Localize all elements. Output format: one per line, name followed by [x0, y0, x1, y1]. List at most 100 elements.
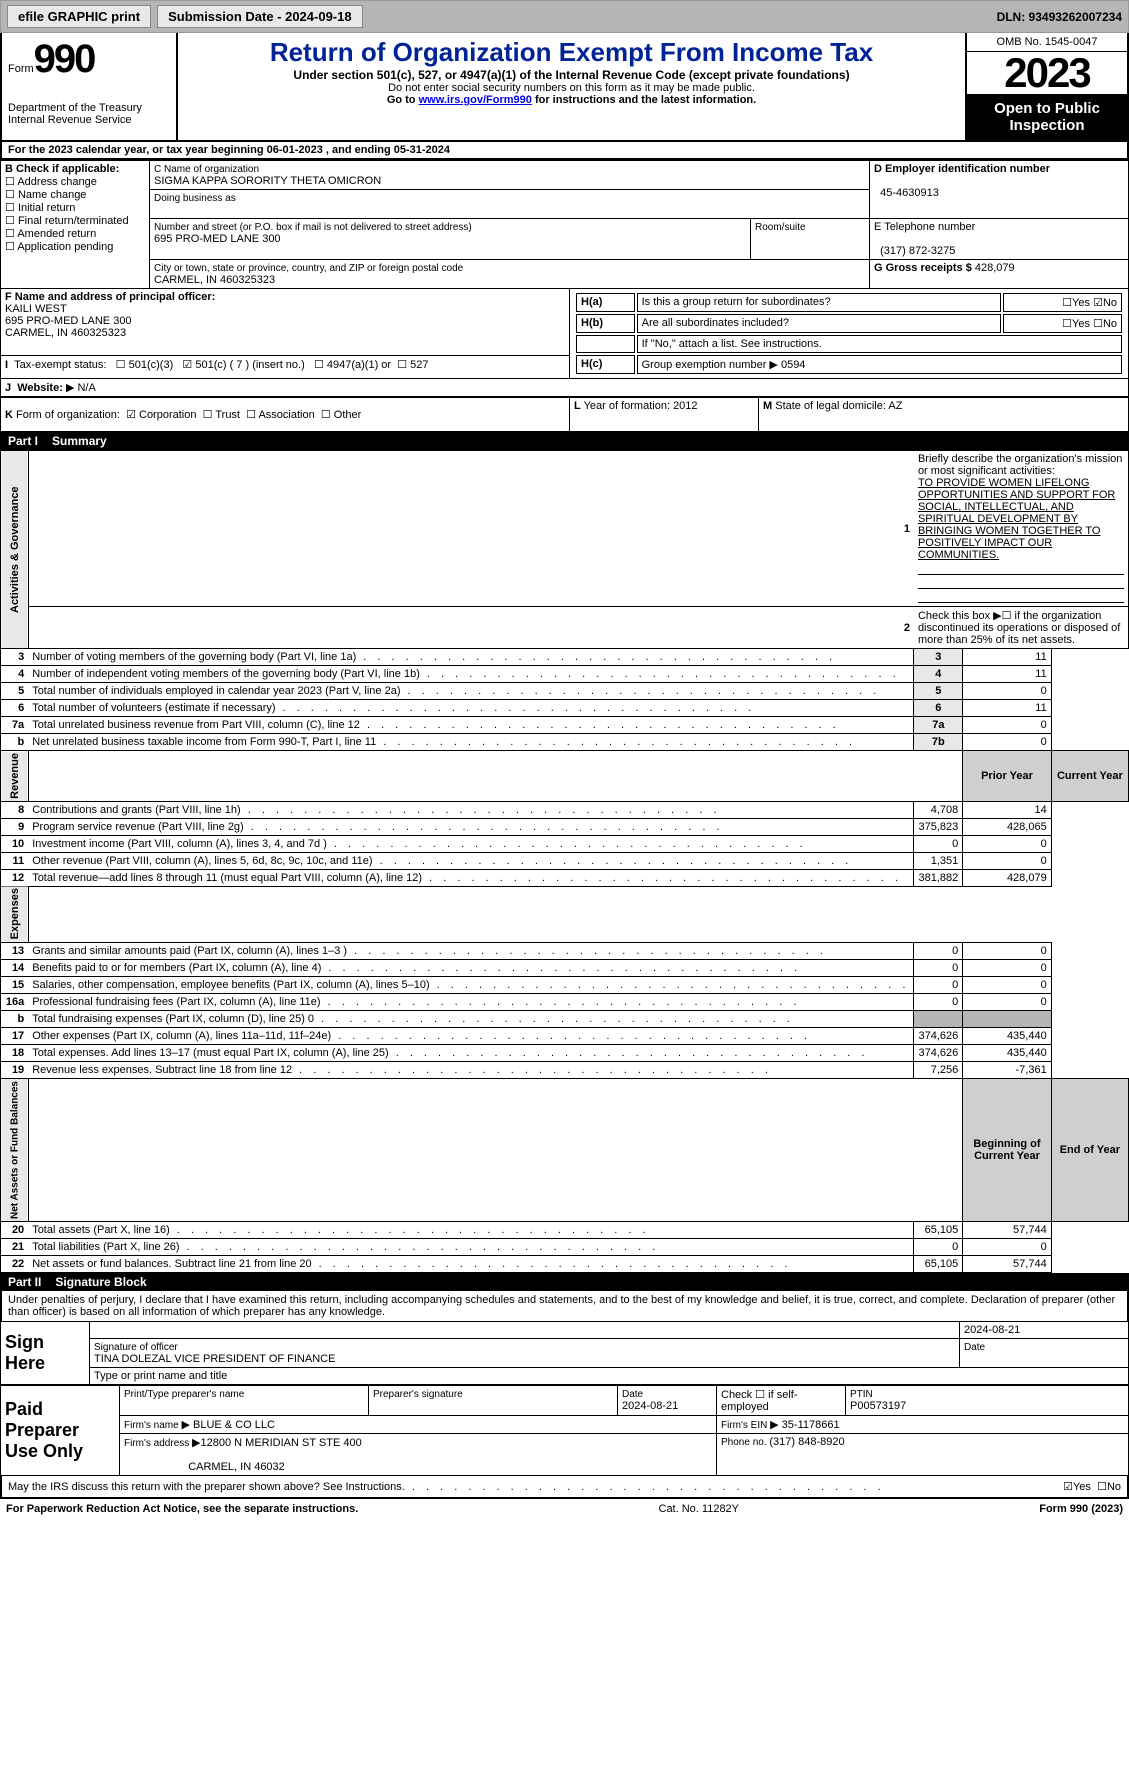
arrow-icon: ▶: [769, 359, 777, 371]
527: 527: [410, 359, 428, 371]
form-label: Form: [8, 63, 34, 75]
check-icon[interactable]: ☐: [321, 409, 331, 421]
preparer-table: Paid Preparer Use Only Print/Type prepar…: [0, 1385, 1129, 1476]
discuss-text: May the IRS discuss this return with the…: [8, 1481, 1063, 1493]
org-name: SIGMA KAPPA SORORITY THETA OMICRON: [154, 175, 381, 187]
year-box: OMB No. 1545-0047 2023 Open to Public In…: [965, 33, 1127, 140]
form-number: 990: [34, 37, 95, 81]
form-990-document: { "topbar":{ "efile":"efile GRAPHIC prin…: [0, 0, 1129, 1519]
box-m-label: State of legal domicile:: [775, 400, 888, 412]
open-inspection: Open to Public Inspection: [967, 94, 1127, 140]
check-icon[interactable]: ☑: [126, 409, 136, 421]
assoc: Association: [258, 409, 314, 421]
hb-text: Are all subordinates included?: [637, 314, 1002, 333]
yes-label: Yes: [1072, 318, 1090, 330]
check-icon[interactable]: ☐: [5, 202, 15, 214]
prior-year-hdr: Prior Year: [963, 751, 1051, 802]
date-label: Date: [622, 1389, 643, 1400]
domicile: AZ: [888, 400, 902, 412]
irs-link[interactable]: www.irs.gov/Form990: [419, 94, 532, 106]
goto-text: Go to: [387, 94, 419, 106]
begin-year-hdr: Beginning of Current Year: [963, 1079, 1051, 1222]
check-icon[interactable]: ☐: [5, 241, 15, 253]
check-icon[interactable]: ☑: [1063, 1481, 1073, 1493]
vtab-netassets: Net Assets or Fund Balances: [1, 1079, 29, 1222]
sig-officer-label: Signature of officer: [94, 1342, 178, 1353]
check-icon[interactable]: ☐: [1062, 297, 1072, 309]
check-icon[interactable]: ☐: [246, 409, 256, 421]
signature-table: Sign Here 2024-08-21 Signature of office…: [0, 1321, 1129, 1385]
vtab-governance: Activities & Governance: [1, 451, 29, 649]
app-pending: Application pending: [17, 241, 113, 253]
4947: 4947(a)(1) or: [327, 359, 391, 371]
instructions-note: Go to www.irs.gov/Form990 for instructio…: [184, 94, 959, 106]
firm-city: CARMEL, IN 46032: [188, 1461, 285, 1473]
street-value: 695 PRO-MED LANE 300: [154, 233, 281, 245]
check-icon[interactable]: ☐: [1097, 1481, 1107, 1493]
current-year-hdr: Current Year: [1051, 751, 1128, 802]
check-icon[interactable]: ☐: [5, 228, 15, 240]
part1-name: Summary: [52, 434, 107, 448]
dba-label: Doing business as: [154, 193, 236, 204]
check-icon[interactable]: ☐: [1002, 610, 1012, 622]
box-b-title: B Check if applicable:: [5, 163, 119, 175]
check-icon[interactable]: ☐: [314, 359, 324, 371]
firm-addr: 12800 N MERIDIAN ST STE 400: [201, 1437, 362, 1449]
part1-num: Part I: [8, 434, 38, 448]
year-formation: 2012: [673, 400, 697, 412]
vtab-expenses: Expenses: [1, 886, 29, 942]
line1-label: Briefly describe the organization's miss…: [918, 453, 1122, 477]
dln-text: DLN: 93493262007234: [997, 10, 1122, 24]
yes-label: Yes: [1073, 1481, 1091, 1493]
check-icon[interactable]: ☑: [1093, 297, 1103, 309]
initial-return: Initial return: [18, 202, 75, 214]
501c3: 501(c)(3): [129, 359, 174, 371]
arrow-icon: ▶: [66, 382, 74, 394]
summary-table: Activities & Governance 1 Briefly descri…: [0, 450, 1129, 1273]
other-org: Other: [334, 409, 362, 421]
group-exemption: 0594: [781, 359, 805, 371]
hc-label: Group exemption number: [642, 359, 770, 371]
check-icon[interactable]: ☐: [1093, 318, 1103, 330]
check-icon[interactable]: ☐: [5, 215, 15, 227]
check-icon[interactable]: ☐: [116, 359, 126, 371]
check-icon[interactable]: ☐: [755, 1389, 765, 1401]
yes-label: Yes: [1072, 297, 1090, 309]
typed-name-label: Type or print name and title: [90, 1368, 1129, 1385]
firm-name-label: Firm's name: [124, 1420, 181, 1431]
hb-note: If "No," attach a list. See instructions…: [637, 335, 1122, 353]
officer-addr1: 695 PRO-MED LANE 300: [5, 315, 132, 327]
no-label: No: [1103, 297, 1117, 309]
phone-value: (317) 872-3275: [880, 245, 955, 257]
goto-suffix: for instructions and the latest informat…: [532, 94, 756, 106]
firm-ein-label: Firm's EIN: [721, 1420, 770, 1431]
prep-date: 2024-08-21: [622, 1400, 678, 1412]
check-icon[interactable]: ☐: [1062, 318, 1072, 330]
preparer-phone: (317) 848-8920: [769, 1436, 844, 1448]
check-icon[interactable]: ☐: [397, 359, 407, 371]
ptin-value: P00573197: [850, 1400, 906, 1412]
street-label: Number and street (or P.O. box if mail i…: [154, 222, 472, 233]
form-subtitle: Under section 501(c), 527, or 4947(a)(1)…: [184, 68, 959, 82]
treasury-dept: Department of the Treasury: [8, 102, 170, 114]
website-value: N/A: [77, 382, 95, 394]
check-icon[interactable]: ☐: [203, 409, 213, 421]
prep-sig-label: Preparer's signature: [373, 1389, 463, 1400]
arrow-icon: ▶: [770, 1419, 778, 1431]
form-footer: Form 990 (2023): [1039, 1503, 1123, 1515]
efile-print-button[interactable]: efile GRAPHIC print: [7, 5, 151, 28]
city-value: CARMEL, IN 460325323: [154, 274, 275, 286]
period-line-a: For the 2023 calendar year, or tax year …: [0, 142, 1129, 160]
tax-year: 2023: [967, 52, 1127, 94]
id-section: B Check if applicable: ☐ Address change …: [0, 160, 1129, 289]
submission-date-button[interactable]: Submission Date - 2024-09-18: [157, 5, 363, 28]
arrow-icon: ▶: [192, 1437, 200, 1449]
prep-name-label: Print/Type preparer's name: [124, 1389, 244, 1400]
check-icon[interactable]: ☐: [5, 176, 15, 188]
check-icon[interactable]: ☐: [5, 189, 15, 201]
date-label: Date: [964, 1342, 985, 1353]
check-icon[interactable]: ☑: [182, 359, 192, 371]
final-return: Final return/terminated: [18, 215, 129, 227]
room-label: Room/suite: [755, 222, 806, 233]
no-label: No: [1103, 318, 1117, 330]
